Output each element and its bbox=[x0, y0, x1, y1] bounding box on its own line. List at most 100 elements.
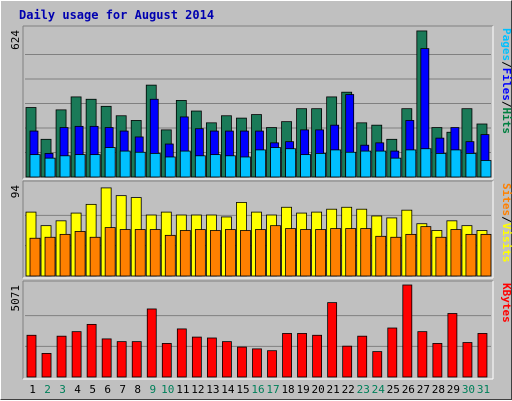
bar-pages bbox=[435, 153, 447, 178]
scale-max-label: 5071 bbox=[9, 285, 22, 312]
x-tick-label: 5 bbox=[89, 383, 96, 396]
bar-pages bbox=[119, 150, 131, 178]
bar-pages bbox=[179, 150, 191, 178]
bar-sites bbox=[29, 237, 41, 277]
bar-sites bbox=[44, 236, 56, 277]
chart-panels: 624 Pages/Files/Hits 94 Sites/Visits 5071 KBy… bbox=[9, 25, 512, 380]
bar-kbytes bbox=[41, 353, 52, 378]
x-tick-label: 2 bbox=[44, 383, 51, 396]
bar-kbytes bbox=[282, 333, 292, 378]
x-tick-label: 4 bbox=[74, 383, 81, 396]
bar-kbytes bbox=[222, 341, 232, 378]
x-tick-label: 22 bbox=[342, 383, 355, 396]
bar-sites bbox=[300, 229, 311, 277]
legend-item: Visits bbox=[500, 223, 512, 263]
legend-item: Files bbox=[500, 68, 512, 101]
bar-pages bbox=[149, 153, 161, 178]
bar-kbytes bbox=[131, 341, 142, 378]
bar-sites bbox=[194, 229, 206, 277]
bar-sites bbox=[330, 228, 342, 277]
bar-kbytes bbox=[252, 348, 262, 378]
x-tick-label: 14 bbox=[221, 383, 235, 396]
bar-sites bbox=[89, 236, 101, 277]
bar-sites bbox=[375, 235, 387, 277]
x-tick-label: 30 bbox=[462, 383, 475, 396]
legend: KBytes bbox=[500, 283, 512, 323]
x-tick-label: 28 bbox=[432, 383, 445, 396]
bar-sites bbox=[435, 236, 447, 277]
bar-kbytes bbox=[432, 343, 443, 378]
x-tick-label: 17 bbox=[266, 383, 279, 396]
bar-pages bbox=[104, 147, 116, 178]
bar-kbytes bbox=[447, 313, 458, 378]
bar-kbytes bbox=[86, 323, 97, 378]
x-tick-label: 29 bbox=[447, 383, 460, 396]
bar-pages bbox=[89, 154, 101, 178]
bar-kbytes bbox=[402, 284, 413, 378]
bar-pages bbox=[255, 149, 266, 178]
x-tick-label: 15 bbox=[236, 383, 249, 396]
bar-pages bbox=[134, 151, 146, 178]
bar-kbytes bbox=[387, 327, 398, 378]
x-tick-label: 24 bbox=[372, 383, 386, 396]
bar-kbytes bbox=[327, 302, 338, 378]
bar-sites bbox=[119, 229, 131, 277]
scale-max-label: 94 bbox=[9, 185, 22, 199]
bar-pages bbox=[194, 155, 206, 178]
bar-kbytes bbox=[357, 335, 368, 378]
bar-kbytes bbox=[237, 346, 247, 378]
x-tick-label: 21 bbox=[327, 383, 340, 396]
bar-sites bbox=[104, 227, 116, 277]
series-kbytes bbox=[26, 284, 488, 378]
x-tick-label: 11 bbox=[176, 383, 189, 396]
bar-sites bbox=[74, 231, 86, 277]
x-tick-label: 31 bbox=[477, 383, 490, 396]
bar-kbytes bbox=[372, 351, 383, 378]
x-tick-label: 23 bbox=[357, 383, 370, 396]
chart-title: Daily usage for August 2014 bbox=[19, 8, 214, 22]
bar-kbytes bbox=[101, 338, 112, 378]
bar-kbytes bbox=[116, 341, 127, 378]
x-tick-label: 12 bbox=[191, 383, 204, 396]
bar-kbytes bbox=[417, 331, 428, 378]
bar-pages bbox=[225, 155, 236, 178]
bar-sites bbox=[405, 233, 417, 277]
bar-pages bbox=[74, 154, 86, 178]
x-tick-label: 7 bbox=[119, 383, 126, 396]
bar-pages bbox=[300, 154, 311, 178]
bar-pages bbox=[29, 154, 41, 178]
bar-kbytes bbox=[176, 328, 187, 378]
panel-kbytes: 5071 KBytes bbox=[9, 280, 512, 380]
bar-kbytes bbox=[71, 331, 82, 378]
bar-sites bbox=[450, 229, 462, 277]
bar-pages bbox=[270, 147, 281, 178]
series-pages bbox=[29, 147, 492, 178]
bar-pages bbox=[330, 149, 342, 178]
bar-kbytes bbox=[267, 350, 277, 378]
bar-pages bbox=[44, 157, 56, 178]
bar-kbytes bbox=[206, 337, 217, 378]
x-tick-label: 1 bbox=[29, 383, 36, 396]
bar-sites bbox=[149, 229, 161, 277]
bar-sites bbox=[390, 236, 402, 277]
bar-pages bbox=[375, 150, 387, 178]
x-tick-label: 27 bbox=[417, 383, 430, 396]
legend-item: KBytes bbox=[500, 283, 512, 323]
panel-hits-files-pages: 624 Pages/Files/Hits bbox=[9, 25, 512, 180]
x-tick-label: 9 bbox=[149, 383, 156, 396]
legend: Sites/Visits bbox=[500, 183, 512, 263]
x-tick-label: 10 bbox=[161, 383, 174, 396]
bar-sites bbox=[345, 228, 357, 277]
bar-sites bbox=[420, 226, 432, 277]
bar-pages bbox=[405, 149, 417, 178]
bar-pages bbox=[209, 154, 221, 178]
bar-kbytes bbox=[477, 333, 488, 378]
bar-pages bbox=[315, 153, 327, 178]
bar-sites bbox=[465, 233, 477, 277]
bar-pages bbox=[450, 149, 462, 178]
bar-kbytes bbox=[26, 334, 37, 378]
x-tick-label: 20 bbox=[312, 383, 325, 396]
panel-visits-sites: 94 Sites/Visits bbox=[9, 180, 512, 279]
bar-pages bbox=[59, 155, 71, 178]
